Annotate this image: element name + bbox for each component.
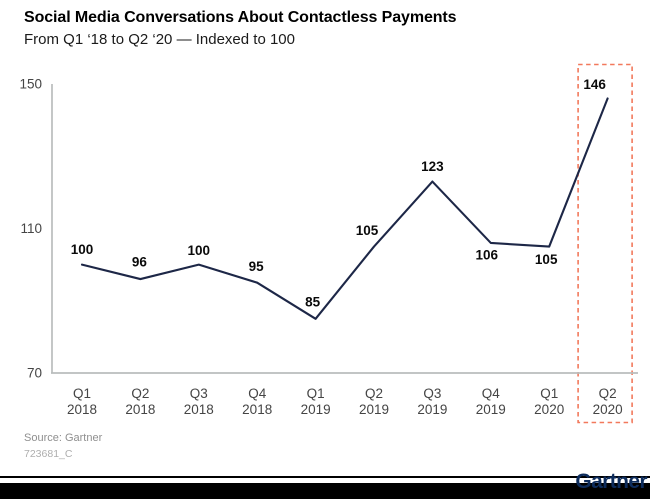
x-tick-label-year: 2018 xyxy=(67,402,97,417)
x-tick-label-year: 2018 xyxy=(242,402,272,417)
data-point-label: 96 xyxy=(132,255,148,270)
x-tick-label-year: 2019 xyxy=(359,402,389,417)
data-point-label: 100 xyxy=(188,243,211,258)
y-tick-label: 150 xyxy=(19,77,42,92)
data-point-label: 95 xyxy=(249,259,265,274)
x-tick-label-quarter: Q2 xyxy=(599,386,617,401)
x-tick-label-quarter: Q1 xyxy=(73,386,91,401)
data-point-label: 123 xyxy=(421,159,444,174)
x-tick-label-year: 2020 xyxy=(534,402,564,417)
page-subtitle: From Q1 ‘18 to Q2 ‘20 — Indexed to 100 xyxy=(24,31,295,48)
data-line xyxy=(80,97,609,320)
data-point-label: 105 xyxy=(356,223,379,238)
data-point-label: 100 xyxy=(71,242,94,257)
highlight-box xyxy=(577,63,633,424)
x-tick-label-quarter: Q2 xyxy=(131,386,149,401)
x-tick-label-year: 2020 xyxy=(593,402,623,417)
footer-rule xyxy=(0,476,650,478)
x-tick-label-year: 2019 xyxy=(476,402,506,417)
x-tick-label-quarter: Q1 xyxy=(307,386,325,401)
page-title: Social Media Conversations About Contact… xyxy=(24,9,457,26)
footer-bar xyxy=(0,483,650,499)
x-tick-label-quarter: Q3 xyxy=(423,386,441,401)
x-tick-label-quarter: Q3 xyxy=(190,386,208,401)
x-tick-label-quarter: Q2 xyxy=(365,386,383,401)
document-id: 723681_C xyxy=(24,448,73,460)
x-tick-label-quarter: Q4 xyxy=(248,386,267,401)
y-tick-label: 110 xyxy=(20,221,42,236)
x-tick-label-year: 2019 xyxy=(301,402,331,417)
x-tick-label-year: 2018 xyxy=(184,402,214,417)
data-point-label: 146 xyxy=(583,77,606,92)
x-tick-label-quarter: Q1 xyxy=(540,386,558,401)
x-tick-label-year: 2019 xyxy=(417,402,447,417)
y-tick-label: 70 xyxy=(27,366,42,381)
x-tick-label-year: 2018 xyxy=(125,402,155,417)
source-note: Source: Gartner xyxy=(24,432,103,444)
x-tick-label-quarter: Q4 xyxy=(482,386,501,401)
gartner-logo: Gartner xyxy=(575,470,647,493)
data-point-label: 106 xyxy=(476,247,499,262)
data-point-label: 105 xyxy=(535,252,558,267)
data-point-label: 85 xyxy=(305,294,321,309)
